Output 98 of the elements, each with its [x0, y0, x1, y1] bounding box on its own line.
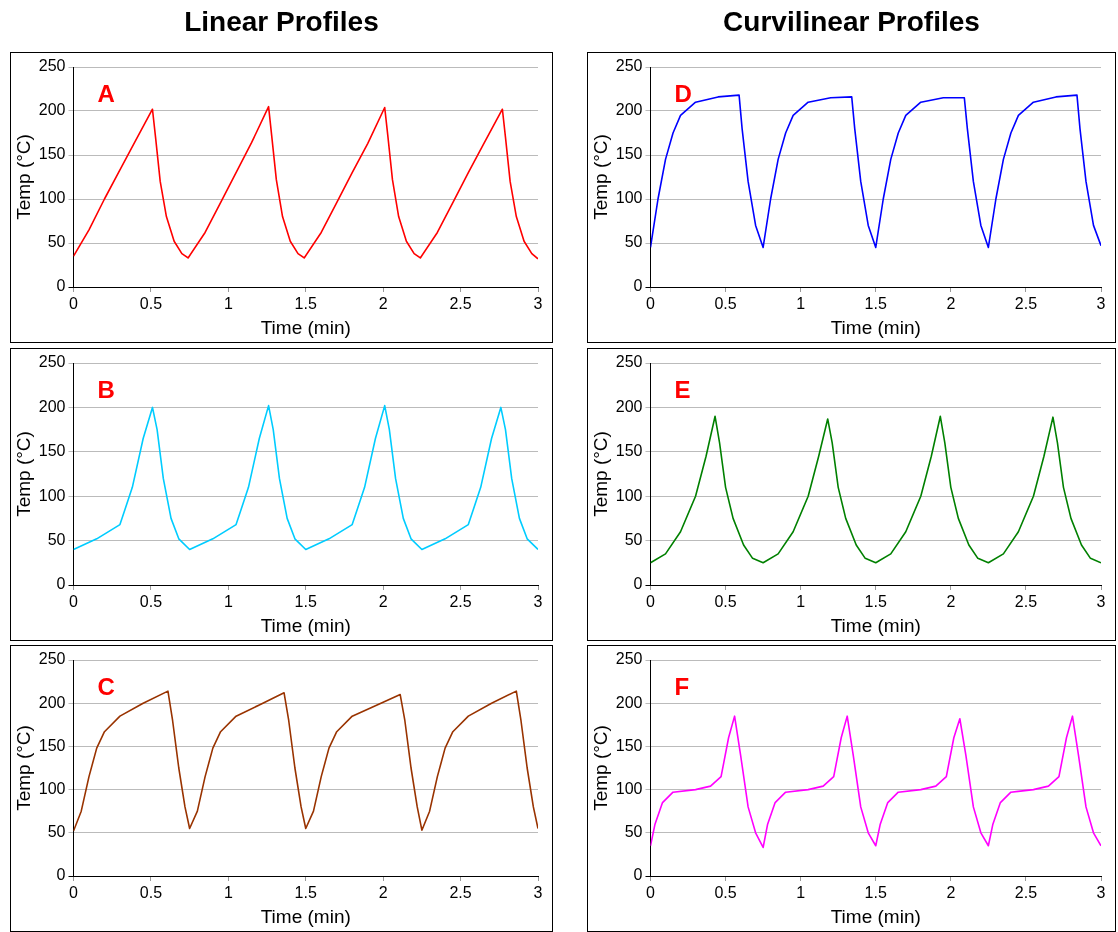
y-tick-label: 150 — [38, 145, 66, 163]
y-tick-label: 250 — [615, 650, 643, 668]
x-tick-label: 0 — [69, 593, 79, 611]
x-tick-label: 2 — [946, 295, 956, 313]
x-axis-title: Time (min) — [830, 905, 921, 927]
x-tick-label: 2.5 — [449, 295, 472, 313]
x-tick-label: 0.5 — [139, 884, 163, 902]
x-axis-title: Time (min) — [260, 614, 351, 636]
x-tick-label: 1.5 — [294, 884, 317, 902]
y-tick-label: 0 — [633, 277, 643, 295]
x-tick-label: 2 — [946, 884, 956, 902]
y-tick-label: 250 — [615, 353, 643, 371]
x-tick-label: 1 — [223, 884, 233, 902]
y-tick-label: 50 — [624, 531, 643, 549]
y-tick-label: 0 — [56, 277, 66, 295]
y-tick-label: 0 — [633, 866, 643, 884]
chart-title: Linear Profiles — [183, 6, 380, 38]
x-tick-label: 1.5 — [864, 295, 887, 313]
y-tick-label: 50 — [624, 233, 643, 251]
y-tick-label: 150 — [38, 442, 66, 460]
y-tick-label: 100 — [38, 780, 66, 798]
annotation: D — [674, 79, 692, 107]
x-tick-label: 3 — [533, 593, 543, 611]
y-tick-label: 100 — [38, 486, 66, 504]
x-tick-label: 1.5 — [294, 593, 317, 611]
x-tick-label: 0.5 — [139, 295, 163, 313]
y-tick-label: 200 — [615, 693, 643, 711]
y-tick-label: 50 — [624, 823, 643, 841]
y-tick-label: 200 — [38, 397, 66, 415]
x-tick-label: 2.5 — [449, 884, 472, 902]
x-tick-label: 2 — [378, 295, 388, 313]
y-tick-label: 50 — [47, 233, 66, 251]
x-tick-label: 2.5 — [1014, 593, 1038, 611]
x-tick-label: 1 — [223, 593, 233, 611]
x-tick-label: 0 — [646, 884, 656, 902]
x-axis-title: Time (min) — [830, 614, 921, 636]
x-tick-label: 0.5 — [714, 593, 737, 611]
annotation: C — [97, 672, 115, 700]
annotation: F — [674, 672, 690, 700]
y-tick-label: 200 — [615, 397, 643, 415]
x-tick-label: 3 — [533, 884, 543, 902]
x-tick-label: 1 — [223, 295, 233, 313]
x-axis-title: Time (min) — [260, 905, 351, 927]
y-axis-title: Temp (°C) — [589, 725, 611, 811]
y-tick-label: 250 — [38, 57, 66, 75]
x-tick-label: 3 — [1096, 593, 1106, 611]
x-tick-label: 0 — [69, 884, 79, 902]
y-tick-label: 100 — [615, 486, 643, 504]
x-tick-label: 1.5 — [294, 295, 317, 313]
y-tick-label: 150 — [615, 736, 643, 754]
x-tick-label: 1 — [796, 884, 806, 902]
x-tick-label: 1 — [796, 593, 806, 611]
x-tick-label: 2.5 — [449, 593, 472, 611]
x-axis-title: Time (min) — [260, 316, 351, 338]
y-tick-label: 50 — [47, 531, 66, 549]
x-tick-label: 2 — [946, 593, 956, 611]
x-tick-label: 1.5 — [864, 884, 887, 902]
y-tick-label: 100 — [615, 189, 643, 207]
annotation: E — [674, 375, 691, 403]
x-tick-label: 0 — [646, 593, 656, 611]
x-tick-label: 0.5 — [714, 295, 737, 313]
y-tick-label: 0 — [633, 575, 643, 593]
y-tick-label: 0 — [56, 866, 66, 884]
x-tick-label: 3 — [533, 295, 543, 313]
y-tick-label: 200 — [38, 101, 66, 119]
y-axis-title: Temp (°C) — [12, 134, 34, 220]
y-tick-label: 100 — [615, 780, 643, 798]
x-tick-label: 2.5 — [1014, 295, 1038, 313]
y-tick-label: 150 — [615, 442, 643, 460]
y-axis-title: Temp (°C) — [12, 431, 34, 517]
annotation: B — [97, 375, 115, 403]
x-tick-label: 2 — [378, 884, 388, 902]
x-tick-label: 2 — [378, 593, 388, 611]
y-tick-label: 100 — [38, 189, 66, 207]
annotation: A — [97, 79, 115, 107]
y-axis-title: Temp (°C) — [12, 725, 34, 811]
y-tick-label: 150 — [615, 145, 643, 163]
x-tick-label: 0 — [69, 295, 79, 313]
y-tick-label: 0 — [56, 575, 66, 593]
y-tick-label: 200 — [38, 693, 66, 711]
x-tick-label: 2.5 — [1014, 884, 1038, 902]
x-tick-label: 3 — [1096, 884, 1106, 902]
x-axis-title: Time (min) — [830, 316, 921, 338]
x-tick-label: 0 — [646, 295, 656, 313]
y-tick-label: 50 — [47, 823, 66, 841]
y-axis-title: Temp (°C) — [589, 431, 611, 517]
x-tick-label: 0.5 — [714, 884, 737, 902]
y-tick-label: 250 — [38, 353, 66, 371]
y-tick-label: 150 — [38, 736, 66, 754]
x-tick-label: 1 — [796, 295, 806, 313]
chart-title: Curvilinear Profiles — [722, 6, 981, 38]
y-tick-label: 250 — [615, 57, 643, 75]
x-tick-label: 3 — [1096, 295, 1106, 313]
x-tick-label: 0.5 — [139, 593, 163, 611]
y-tick-label: 250 — [38, 650, 66, 668]
y-axis-title: Temp (°C) — [589, 134, 611, 220]
y-tick-label: 200 — [615, 101, 643, 119]
x-tick-label: 1.5 — [864, 593, 887, 611]
